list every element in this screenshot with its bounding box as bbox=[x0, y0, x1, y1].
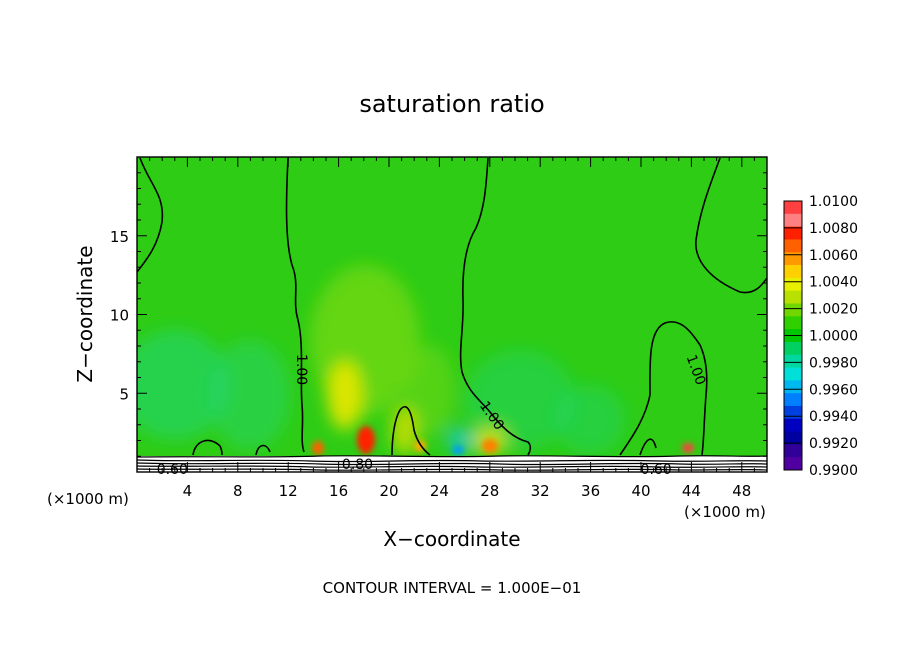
x-tick-label: 4 bbox=[183, 482, 193, 500]
colorbar-labels: 1.0100 1.0080 1.0060 1.0040 1.0020 1.0000 0.99… bbox=[809, 194, 858, 479]
x-axis-label: X−coordinate bbox=[383, 527, 520, 551]
y-tick-labels: 5 10 15 bbox=[110, 228, 129, 404]
x-tick-label: 28 bbox=[480, 482, 499, 500]
colorbar-label: 1.0100 bbox=[809, 194, 858, 210]
colorbar-swatch bbox=[784, 354, 802, 369]
field-region bbox=[465, 350, 575, 450]
y-tick-label: 15 bbox=[110, 228, 129, 246]
colorbar-swatch bbox=[784, 290, 802, 304]
colorbar-swatch bbox=[784, 457, 802, 471]
contour-line bbox=[695, 157, 767, 294]
contour-line bbox=[619, 321, 708, 456]
x-unit-right: (×1000 m) bbox=[684, 503, 766, 521]
field-region bbox=[137, 330, 230, 440]
contour-label: 1.00 bbox=[293, 354, 309, 385]
colorbar-label: 0.9960 bbox=[809, 382, 858, 398]
x-tick-label: 12 bbox=[279, 482, 298, 500]
colorbar-label: 0.9920 bbox=[809, 436, 858, 452]
colorbar-swatch bbox=[784, 252, 802, 266]
colorbar-swatch bbox=[784, 405, 802, 420]
field-region bbox=[452, 445, 464, 455]
colorbar-label: 1.0080 bbox=[809, 221, 858, 237]
colorbar-label: 1.0000 bbox=[809, 329, 858, 345]
colorbar-swatch bbox=[784, 239, 802, 253]
contour-line bbox=[137, 157, 164, 273]
surface-contour bbox=[137, 455, 767, 458]
surface-contour bbox=[137, 459, 767, 463]
colorbar-swatch bbox=[784, 418, 802, 433]
field-region bbox=[357, 426, 375, 454]
colorbar-swatch bbox=[784, 201, 802, 215]
field-region bbox=[446, 428, 474, 452]
colorbar-swatch bbox=[784, 431, 802, 445]
colorbar-swatch bbox=[784, 444, 802, 458]
colorbar bbox=[783, 200, 803, 471]
x-tick-label: 24 bbox=[430, 482, 449, 500]
y-tick-label: 5 bbox=[119, 385, 129, 403]
y-tick-label: 10 bbox=[110, 307, 129, 325]
field-region bbox=[405, 345, 455, 435]
colorbar-swatch bbox=[784, 367, 802, 381]
colorbar-swatch bbox=[784, 316, 802, 330]
colorbar-label: 1.0020 bbox=[809, 302, 858, 318]
contour-line bbox=[192, 439, 223, 456]
contour-line bbox=[285, 157, 305, 453]
contour-interval-note: CONTOUR INTERVAL = 1.000E−01 bbox=[323, 579, 582, 597]
x-tick-label: 36 bbox=[581, 482, 600, 500]
colorbar-swatch bbox=[784, 213, 802, 228]
contour-lines bbox=[137, 157, 767, 456]
colorbar-swatch bbox=[784, 226, 802, 240]
field-region bbox=[327, 360, 363, 430]
field-region bbox=[482, 439, 498, 453]
colorbar-swatch bbox=[784, 303, 802, 317]
contour-label: 0.80 bbox=[342, 457, 373, 473]
contour-line bbox=[639, 438, 657, 456]
x-tick-label: 16 bbox=[329, 482, 348, 500]
contour-labels: 1.001.001.000.60 0.80 0.60 bbox=[157, 353, 709, 478]
surface-contour bbox=[137, 465, 767, 468]
x-tick-label: 8 bbox=[233, 482, 243, 500]
x-tick-label: 40 bbox=[631, 482, 650, 500]
y-axis-label: Z−coordinate bbox=[73, 245, 97, 382]
colorbar-swatch bbox=[784, 380, 802, 394]
colorbar-label: 0.9940 bbox=[809, 409, 858, 425]
field-region bbox=[312, 441, 324, 455]
colorbar-swatch bbox=[784, 393, 802, 407]
axis-ticks bbox=[137, 157, 767, 472]
field-region bbox=[310, 265, 420, 415]
contour-label: 0.60 bbox=[157, 462, 188, 478]
plot-area bbox=[137, 157, 767, 472]
x-tick-label: 44 bbox=[682, 482, 701, 500]
x-tick-labels: 4 8 12 16 20 24 28 32 36 40 44 48 bbox=[183, 482, 752, 500]
colorbar-swatch bbox=[784, 277, 802, 292]
x-tick-label: 20 bbox=[379, 482, 398, 500]
x-unit-left: (×1000 m) bbox=[47, 490, 129, 508]
contour-line bbox=[255, 444, 271, 456]
field-region bbox=[555, 385, 625, 455]
contour-label: 0.60 bbox=[641, 462, 672, 478]
chart-title: saturation ratio bbox=[359, 90, 544, 118]
colorbar-swatch bbox=[784, 341, 802, 356]
x-tick-label: 48 bbox=[732, 482, 751, 500]
contour-line bbox=[391, 405, 431, 456]
colorbar-label: 1.0040 bbox=[809, 275, 858, 291]
colorbar-swatch bbox=[784, 265, 802, 279]
colorbar-label: 0.9900 bbox=[809, 463, 858, 479]
x-tick-label: 32 bbox=[531, 482, 550, 500]
colorbar-label: 0.9980 bbox=[809, 355, 858, 371]
colorbar-label: 1.0060 bbox=[809, 248, 858, 264]
contour-line bbox=[459, 157, 532, 456]
field-region bbox=[210, 340, 290, 450]
field-region bbox=[682, 443, 694, 453]
